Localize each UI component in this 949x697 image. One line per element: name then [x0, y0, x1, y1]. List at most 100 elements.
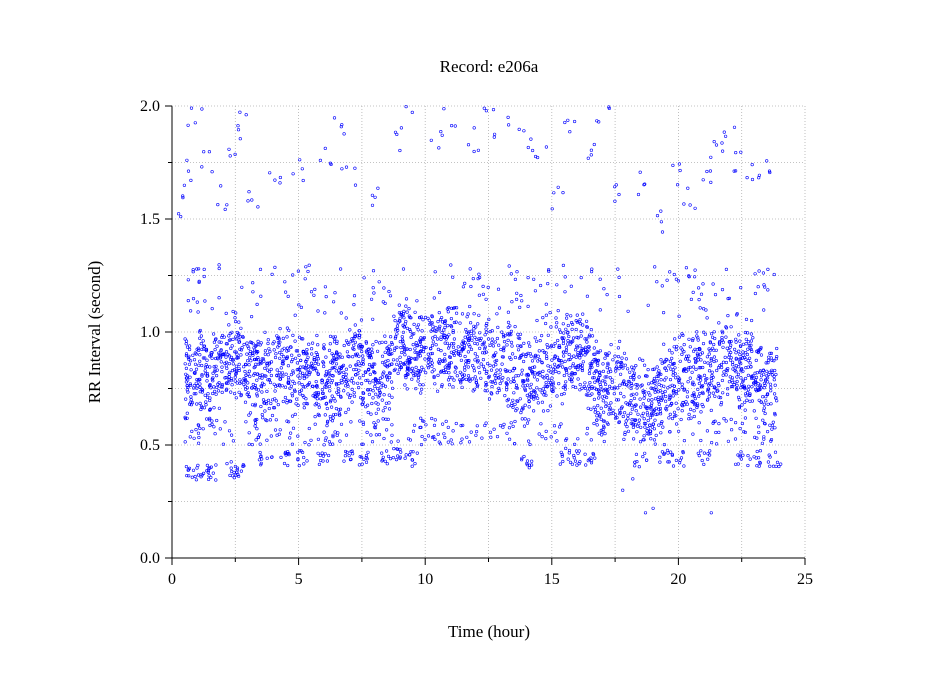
data-point [283, 395, 288, 400]
data-point [293, 381, 297, 386]
data-point [578, 363, 583, 367]
data-point [382, 393, 386, 397]
data-point [620, 356, 624, 360]
data-point [708, 382, 712, 386]
data-point [544, 393, 548, 397]
data-point [621, 414, 625, 419]
data-point [546, 333, 550, 337]
data-point [187, 474, 191, 478]
data-point [522, 379, 526, 383]
data-point [515, 291, 519, 295]
data-point [711, 421, 715, 425]
data-point [729, 339, 733, 344]
data-point [373, 195, 377, 199]
data-point [673, 337, 677, 341]
data-point [589, 153, 593, 157]
data-point [672, 345, 676, 349]
data-point [658, 410, 663, 414]
data-point [520, 417, 524, 421]
data-point [211, 371, 215, 375]
data-point [410, 366, 414, 371]
data-point [307, 364, 311, 368]
data-point [592, 142, 596, 147]
data-point [513, 325, 517, 329]
data-point [342, 459, 346, 463]
data-point [419, 391, 423, 395]
data-point [581, 323, 585, 327]
data-point [505, 343, 509, 347]
data-point [538, 283, 543, 288]
data-point [526, 351, 530, 356]
data-point [624, 357, 629, 361]
data-point [291, 371, 295, 375]
data-point [593, 380, 597, 384]
data-point [374, 339, 378, 344]
data-point [732, 347, 737, 352]
data-point [328, 342, 332, 346]
data-point [708, 364, 713, 368]
data-point [330, 419, 335, 423]
data-point [297, 303, 301, 307]
data-point [455, 374, 459, 378]
data-point [596, 388, 601, 392]
data-point [662, 342, 666, 346]
data-point [714, 348, 718, 352]
data-point [307, 381, 312, 385]
data-point [687, 412, 691, 417]
data-point [285, 355, 290, 359]
data-point [691, 290, 695, 295]
data-point [618, 364, 623, 369]
data-point [540, 400, 545, 404]
data-point [266, 368, 270, 372]
data-point [460, 385, 464, 389]
data-point [290, 442, 295, 446]
data-point [234, 396, 238, 400]
data-point [409, 316, 413, 320]
data-point [536, 372, 540, 376]
data-point [469, 321, 473, 325]
data-point [509, 380, 513, 384]
data-point [415, 451, 419, 455]
data-point [557, 371, 561, 375]
data-point [366, 410, 370, 415]
data-point [213, 432, 217, 436]
data-point [611, 411, 615, 415]
data-point [247, 190, 251, 194]
data-point [383, 301, 387, 306]
data-point [393, 336, 398, 340]
data-point [326, 380, 330, 385]
data-point [377, 280, 381, 284]
data-point [370, 350, 374, 355]
data-point [412, 322, 416, 327]
data-point [624, 401, 628, 405]
data-point [701, 342, 706, 346]
data-point [676, 407, 680, 411]
data-point [334, 412, 338, 417]
data-point [443, 319, 448, 323]
data-point [728, 345, 732, 349]
data-point [256, 339, 260, 344]
data-point [568, 130, 572, 134]
data-point [600, 433, 604, 437]
data-point [297, 464, 301, 468]
data-point [220, 333, 225, 338]
data-point [203, 356, 207, 360]
data-point [470, 338, 474, 342]
data-point [438, 442, 443, 446]
data-point [557, 343, 561, 348]
data-point [292, 388, 297, 392]
data-point [413, 462, 417, 466]
data-point [301, 365, 305, 369]
data-point [697, 381, 702, 386]
data-point [601, 399, 605, 403]
data-point [237, 368, 241, 373]
data-point [220, 365, 224, 369]
data-point [548, 365, 553, 369]
data-point [374, 423, 378, 427]
data-point [486, 337, 491, 341]
data-point [362, 391, 366, 396]
data-point [265, 456, 269, 460]
data-point [674, 392, 678, 396]
data-point [225, 203, 229, 207]
data-point [443, 357, 447, 361]
